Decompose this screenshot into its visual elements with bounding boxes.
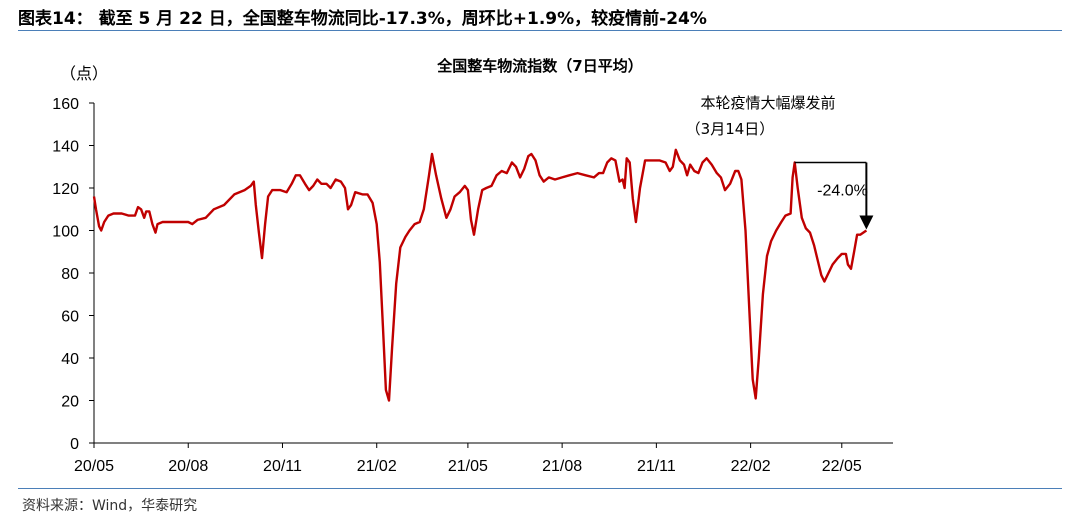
- x-tick-label: 20/08: [168, 458, 208, 475]
- chart-title: 全国整车物流指数（7日平均）: [436, 57, 642, 75]
- series-line: [92, 148, 868, 402]
- source-note: 资料来源：Wind，华泰研究: [22, 498, 198, 514]
- x-tick-label: 22/05: [822, 458, 862, 475]
- peak-annotation-line1: 本轮疫情大幅爆发前: [700, 94, 835, 112]
- y-tick-label: 120: [52, 181, 79, 198]
- drop-arrow-head: [859, 215, 874, 230]
- x-tick-label: 21/02: [357, 458, 397, 475]
- y-axis-ticks: 0 20 40 60 80 100 120 140 160: [52, 96, 94, 453]
- x-tick-label: 20/11: [263, 458, 302, 475]
- x-tick-label: 21/11: [637, 458, 676, 475]
- x-tick-label: 20/05: [74, 458, 114, 475]
- bottom-rule: [18, 488, 1062, 489]
- drop-marker: [794, 161, 874, 230]
- y-tick-label: 20: [61, 394, 79, 411]
- y-tick-label: 140: [52, 139, 79, 156]
- x-axis-ticks: 20/05 20/08 20/11 21/02 21/05 21/08 21/11 22/02…: [74, 443, 862, 475]
- y-tick-label: 60: [61, 309, 79, 326]
- peak-annotation-line2: （3月14日）: [686, 120, 775, 138]
- top-rule: [18, 30, 1062, 31]
- y-tick-label: 80: [61, 266, 79, 283]
- y-tick-label: 160: [52, 96, 79, 113]
- y-axis-label: （点）: [60, 65, 108, 83]
- x-tick-label: 21/08: [542, 458, 582, 475]
- y-tick-label: 0: [70, 436, 79, 453]
- y-tick-label: 40: [61, 351, 79, 368]
- y-tick-label: 100: [52, 224, 79, 241]
- x-tick-label: 22/02: [731, 458, 771, 475]
- figure-title: 图表14： 截至 5 月 22 日，全国整车物流同比-17.3%，周环比+1.9…: [18, 9, 707, 29]
- x-tick-label: 21/05: [448, 458, 488, 475]
- drop-percentage-label: -24.0%: [817, 183, 868, 200]
